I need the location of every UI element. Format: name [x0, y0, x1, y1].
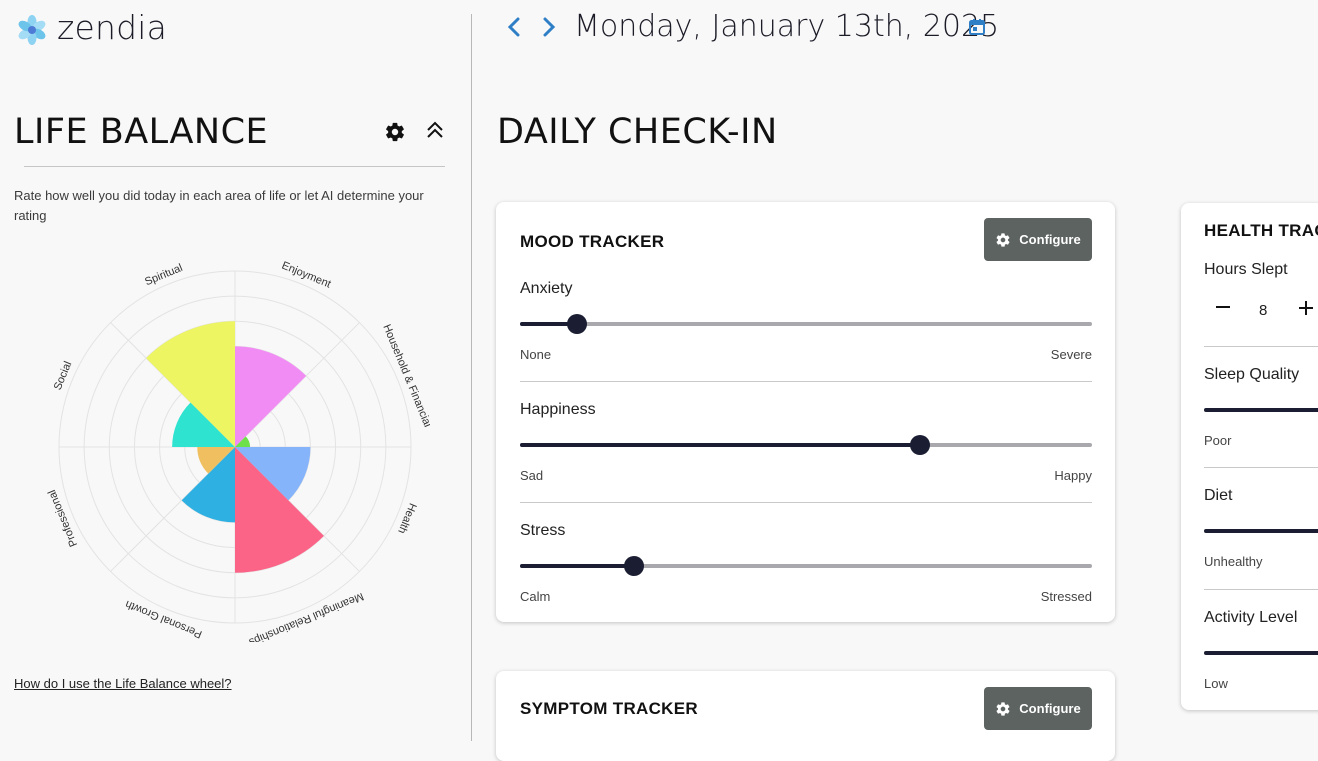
life-balance-description: Rate how well you did today in each area… [14, 188, 424, 223]
anxiety-slider[interactable] [520, 314, 1092, 334]
panel-divider [471, 14, 472, 741]
wheel-segment [146, 321, 235, 447]
sleep-quality-min-label: Poor [1204, 433, 1232, 448]
wheel-label: Professional [46, 488, 80, 549]
wheel-segment [235, 447, 324, 573]
anxiety-max-label: Severe [1050, 347, 1092, 362]
calendar-icon[interactable] [968, 18, 986, 36]
anxiety-label: Anxiety [520, 280, 573, 297]
symptom-tracker-card: SYMPTOM TRACKER Configure [496, 671, 1115, 761]
happiness-min-label: Sad [520, 468, 544, 483]
chevron-left-icon [507, 17, 520, 37]
activity-level-min-label: Low [1204, 676, 1228, 691]
happiness-slider-thumb[interactable] [910, 435, 931, 455]
anxiety-slider-thumb[interactable] [567, 314, 588, 334]
symptom-tracker-title: SYMPTOM TRACKER [520, 699, 698, 718]
diet-slider[interactable] [1204, 529, 1318, 533]
wheel-segment [172, 402, 235, 447]
life-balance-divider [24, 166, 445, 167]
separator [1204, 467, 1318, 468]
wheel-label: Social [52, 360, 75, 392]
health-tracker-title: HEALTH TRACKER [1204, 221, 1318, 240]
symptom-configure-button[interactable]: Configure [984, 687, 1092, 730]
happiness-label: Happiness [520, 401, 596, 418]
diet-min-label: Unhealthy [1204, 554, 1263, 569]
happiness-slider-fill [520, 443, 921, 447]
wheel-label: Spiritual [143, 262, 184, 288]
chevron-right-icon [543, 17, 556, 37]
next-day-button[interactable] [536, 14, 562, 42]
plus-icon [1299, 301, 1313, 315]
current-date: Monday, January 13th, 2025 [574, 9, 1000, 44]
anxiety-slider-fill [520, 322, 578, 326]
minus-icon [1216, 306, 1230, 308]
mood-configure-button[interactable]: Configure [984, 218, 1092, 261]
wheel-label: Meaningful Relationships [247, 590, 366, 642]
sleep-quality-label: Sleep Quality [1204, 366, 1300, 383]
mood-tracker-card: MOOD TRACKER Configure Anxiety None Seve… [496, 202, 1115, 622]
hours-slept-value[interactable]: 8 [1259, 302, 1268, 319]
life-balance-title: LIFE BALANCE [14, 112, 269, 152]
wheel-label: Household & Financial [380, 323, 430, 429]
anxiety-min-label: None [520, 347, 552, 362]
stress-slider-thumb[interactable] [624, 556, 645, 576]
zendia-logo-icon [18, 15, 46, 45]
hours-slept-label: Hours Slept [1204, 261, 1288, 278]
activity-level-label: Activity Level [1204, 609, 1298, 626]
wheel-segment [235, 346, 307, 447]
increment-button[interactable] [1297, 300, 1315, 316]
configure-label: Configure [1019, 701, 1081, 716]
decrement-button[interactable] [1214, 300, 1232, 314]
separator [1204, 589, 1318, 590]
mood-tracker-title: MOOD TRACKER [520, 232, 665, 251]
stress-max-label: Stressed [1040, 589, 1092, 604]
happiness-max-label: Happy [1054, 468, 1092, 483]
stress-slider-fill [520, 564, 635, 568]
stress-label: Stress [520, 522, 566, 539]
separator [520, 502, 1092, 503]
gear-icon [996, 232, 1010, 247]
wheel-label: Health [395, 501, 418, 535]
collapse-icon[interactable] [425, 120, 445, 142]
happiness-slider[interactable] [520, 435, 1092, 455]
prev-day-button[interactable] [501, 14, 527, 42]
separator [520, 381, 1092, 382]
app-name: zendia [57, 8, 168, 47]
wheel-segment [181, 447, 235, 523]
configure-label: Configure [1019, 232, 1081, 247]
diet-label: Diet [1204, 487, 1233, 504]
stress-slider[interactable] [520, 556, 1092, 576]
gear-icon [996, 701, 1010, 716]
wheel-label: Personal Growth [124, 598, 204, 640]
wheel-segment [197, 447, 235, 474]
health-tracker-card: HEALTH TRACKER Hours Slept 8 Sleep Quali… [1181, 203, 1318, 710]
activity-level-slider[interactable] [1204, 651, 1318, 655]
gear-icon[interactable] [384, 121, 406, 143]
separator [1204, 346, 1318, 347]
sleep-quality-slider[interactable] [1204, 408, 1318, 412]
wheel-segment [235, 447, 311, 501]
life-balance-help-link[interactable]: How do I use the Life Balance wheel? [14, 676, 232, 691]
daily-checkin-title: DAILY CHECK-IN [497, 112, 778, 152]
stress-min-label: Calm [520, 589, 551, 604]
wheel-segment [235, 436, 251, 447]
